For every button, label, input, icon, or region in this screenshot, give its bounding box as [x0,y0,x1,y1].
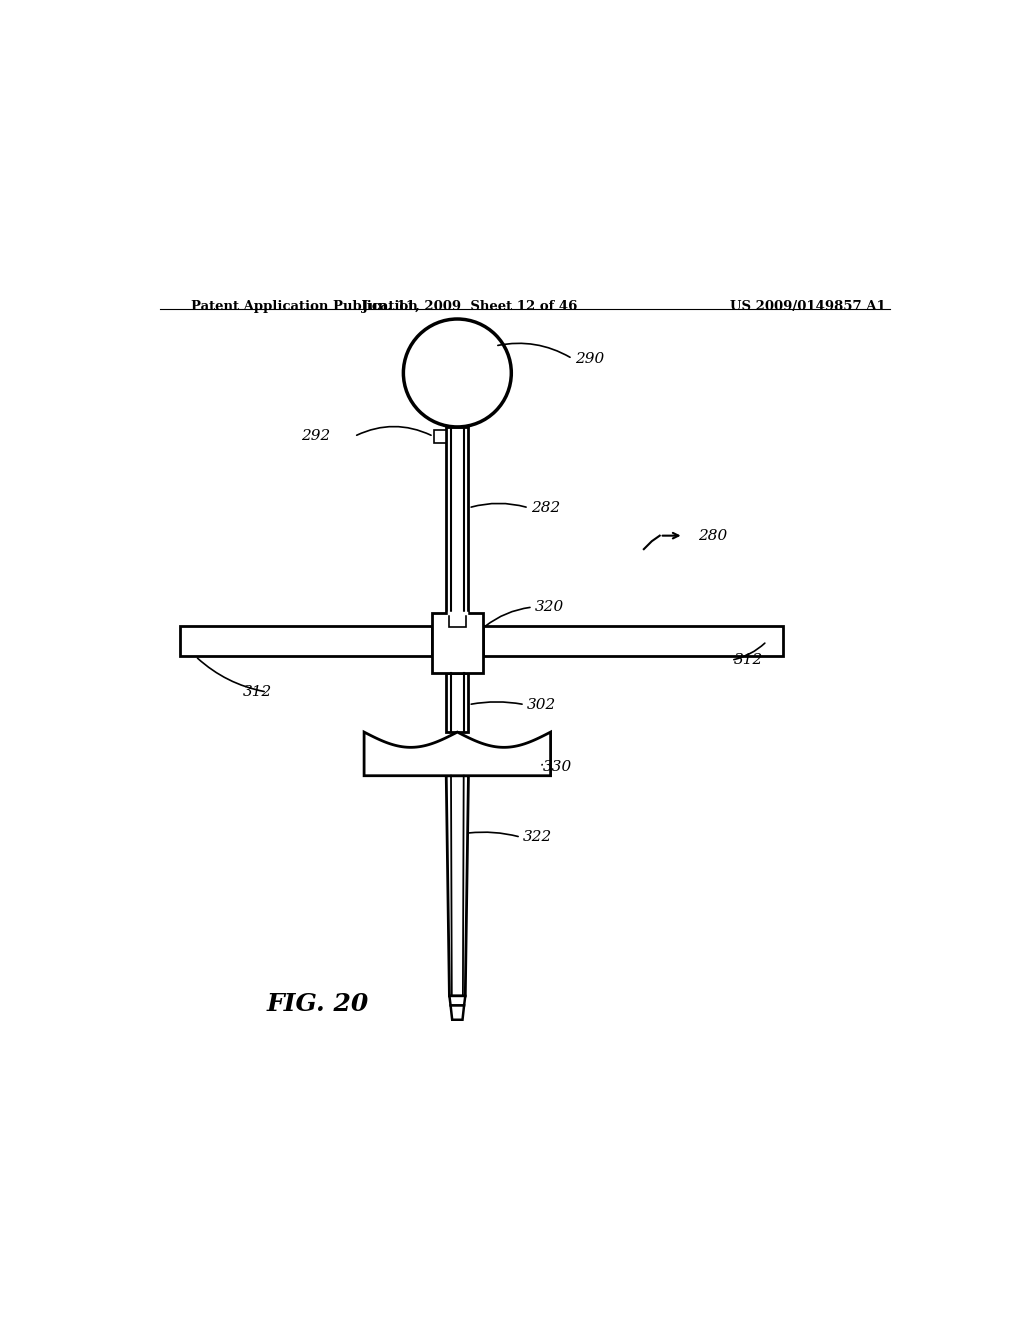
Text: 280: 280 [697,528,727,543]
Text: 320: 320 [536,601,564,614]
Text: FIG. 20: FIG. 20 [267,991,369,1016]
Text: US 2009/0149857 A1: US 2009/0149857 A1 [730,301,886,313]
Text: Patent Application Publication: Patent Application Publication [191,301,418,313]
Text: 292: 292 [301,429,331,444]
Polygon shape [446,776,468,997]
Text: 290: 290 [574,351,604,366]
Bar [179,626,431,656]
Text: 312: 312 [243,685,272,700]
Text: Jun. 11, 2009  Sheet 12 of 46: Jun. 11, 2009 Sheet 12 of 46 [361,301,577,313]
Text: 322: 322 [523,830,553,845]
Polygon shape [450,997,465,1006]
Text: 282: 282 [531,500,560,515]
Bar [433,430,446,442]
Text: 302: 302 [527,698,556,711]
Bar [449,612,466,627]
Polygon shape [451,1006,464,1020]
Text: 330: 330 [543,760,572,775]
Text: 312: 312 [733,653,763,667]
Bar [446,426,468,612]
Bar [483,626,782,656]
Bar [431,612,483,673]
Bar [446,673,468,733]
Polygon shape [365,733,551,776]
